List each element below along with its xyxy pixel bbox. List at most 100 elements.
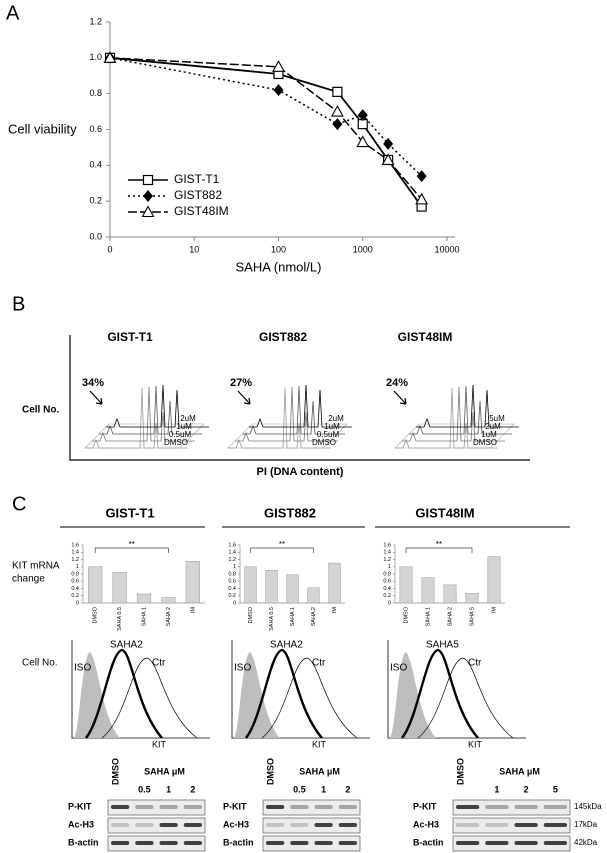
flow-label: SAHA5 (426, 640, 459, 651)
y-tick-label: 0.6 (89, 124, 102, 134)
histogram-title: GIST882 (259, 330, 307, 344)
dose-label: 0.5uM (317, 430, 340, 439)
blot-strip (107, 817, 206, 834)
treatment-label: SAHA μM (499, 766, 540, 776)
x-tick-label: SAHA 2 (166, 607, 172, 626)
band (514, 823, 538, 827)
y-tick-label: 0.4 (228, 586, 236, 592)
y-tick-label: 0 (388, 600, 391, 606)
dose-label: 1uM (176, 422, 192, 431)
x-axis-label: SAHA (nmol/L) (236, 259, 322, 274)
bar (487, 556, 501, 604)
y-tick-label: 1.2 (71, 557, 79, 563)
band (266, 841, 285, 845)
band (314, 823, 333, 827)
y-tick-label: 0.2 (89, 196, 102, 206)
flow-x-label: KIT (152, 739, 167, 749)
dose-label: 2 (345, 784, 350, 794)
band (338, 823, 357, 827)
bar (161, 597, 176, 604)
histogram-trace (395, 387, 498, 449)
panel-label: A (6, 2, 20, 24)
y-tick-label: 1.2 (89, 16, 102, 26)
arrow (237, 390, 251, 405)
series-line (109, 57, 423, 200)
blot-strip (107, 835, 206, 852)
dose-label: 0.5 (293, 784, 306, 794)
histogram-trace (249, 384, 352, 428)
bar (328, 562, 341, 604)
blot-strip (262, 835, 361, 852)
band (266, 823, 285, 827)
significance-label: ** (436, 540, 442, 549)
legend-label: GIST-T1 (174, 172, 220, 186)
marker (381, 153, 395, 166)
iso-histogram (390, 652, 436, 738)
legend-label: GIST882 (174, 188, 222, 202)
histogram-trace (235, 386, 338, 442)
band (314, 805, 333, 809)
bar (307, 587, 320, 604)
marker (383, 137, 394, 150)
y-tick-label: 1 (233, 564, 236, 570)
band (338, 805, 357, 809)
y-tick-label: 1.2 (228, 557, 236, 563)
y-tick-label: 1.2 (383, 557, 391, 563)
bar (265, 570, 278, 604)
x-tick-label: IM (491, 607, 497, 614)
size-label: 145kDa (574, 802, 602, 811)
y-tick-label: 1.6 (71, 542, 79, 548)
x-tick-label: SAHA 1 (290, 607, 296, 626)
dose-label: 1 (166, 784, 171, 794)
dose-label: 2uM (328, 414, 344, 423)
flow-axes (231, 640, 370, 739)
band (543, 823, 567, 827)
marker (143, 190, 153, 202)
significance-bracket (250, 547, 314, 553)
y-tick-label: 0.4 (383, 586, 391, 592)
band (290, 823, 309, 827)
band (111, 823, 130, 827)
chart-title: GIST-T1 (105, 505, 154, 520)
dose-label: 1 (321, 784, 326, 794)
treatment-label: SAHA μM (144, 766, 185, 776)
band (290, 805, 309, 809)
significance-bracket (405, 547, 473, 553)
y-axis-label: KIT mRNA (12, 561, 60, 572)
dose-label: 5uM (489, 414, 505, 423)
x-axis-label: PI (DNA content) (257, 466, 344, 478)
y-tick-label: 0.2 (383, 593, 391, 599)
control-label: DMSO (455, 758, 465, 785)
band (159, 823, 178, 827)
band (290, 841, 309, 845)
row-label: B-actin (223, 837, 254, 847)
y-tick-label: 1 (76, 564, 79, 570)
dose-label: 1uM (481, 430, 497, 439)
band (135, 823, 154, 827)
y-axis-label: Cell No. (22, 405, 59, 416)
bar (185, 561, 200, 604)
band (485, 823, 509, 827)
x-tick-label: 10 (189, 244, 199, 254)
percent-label: 27% (230, 377, 252, 389)
band (135, 805, 154, 809)
significance-label: ** (129, 540, 135, 549)
row-label: B-actin (68, 837, 99, 847)
flow-label: ISO (74, 663, 91, 674)
band (456, 823, 480, 827)
marker (330, 104, 344, 117)
row-label: Ac-H3 (413, 819, 439, 829)
x-tick-label: DMSO (248, 606, 254, 623)
marker (141, 205, 155, 218)
treated-histogram (401, 648, 479, 739)
flow-x-label: KIT (468, 739, 483, 749)
control-label: DMSO (265, 758, 275, 785)
y-tick-label: 0.8 (71, 571, 79, 577)
y-tick-label: 1 (388, 564, 391, 570)
y-tick-label: 1.0 (89, 52, 102, 62)
dose-label: 2 (190, 784, 195, 794)
x-tick-label: SAHA 0.5 (269, 607, 275, 631)
iso-histogram (74, 652, 120, 738)
y-tick-label: 0.8 (228, 571, 236, 577)
x-tick-label: SAHA 2 (447, 607, 453, 626)
